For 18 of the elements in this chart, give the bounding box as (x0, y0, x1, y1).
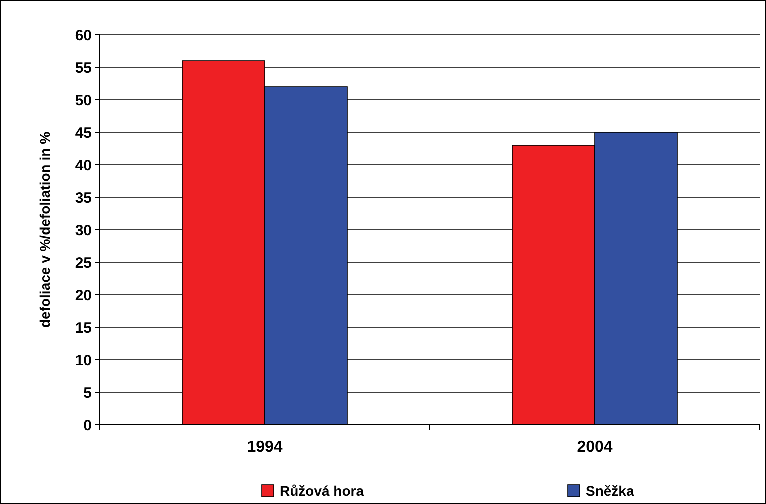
x-tick-label: 1994 (247, 439, 283, 456)
y-tick-label: 10 (75, 352, 92, 370)
y-tick-label: 35 (75, 190, 92, 207)
y-tick-label: 15 (75, 320, 92, 337)
y-tick-label: 45 (75, 124, 92, 142)
y-tick-label: 40 (75, 157, 92, 174)
y-tick-label: 0 (84, 417, 92, 434)
y-tick-label: 55 (75, 60, 92, 77)
y-axis-title: defoliace v %/defoliation in % (37, 131, 53, 328)
y-tick-label: 50 (75, 92, 92, 110)
y-tick-label: 20 (75, 287, 92, 304)
y-tick-label: 5 (84, 384, 92, 402)
x-tick-label: 2004 (577, 439, 613, 456)
y-tick-label: 30 (75, 222, 92, 240)
legend-label: Sněžka (586, 483, 634, 499)
y-tick-label: 25 (75, 254, 92, 272)
legend-label: Růžová hora (280, 483, 364, 499)
y-tick-label: 60 (75, 27, 92, 44)
